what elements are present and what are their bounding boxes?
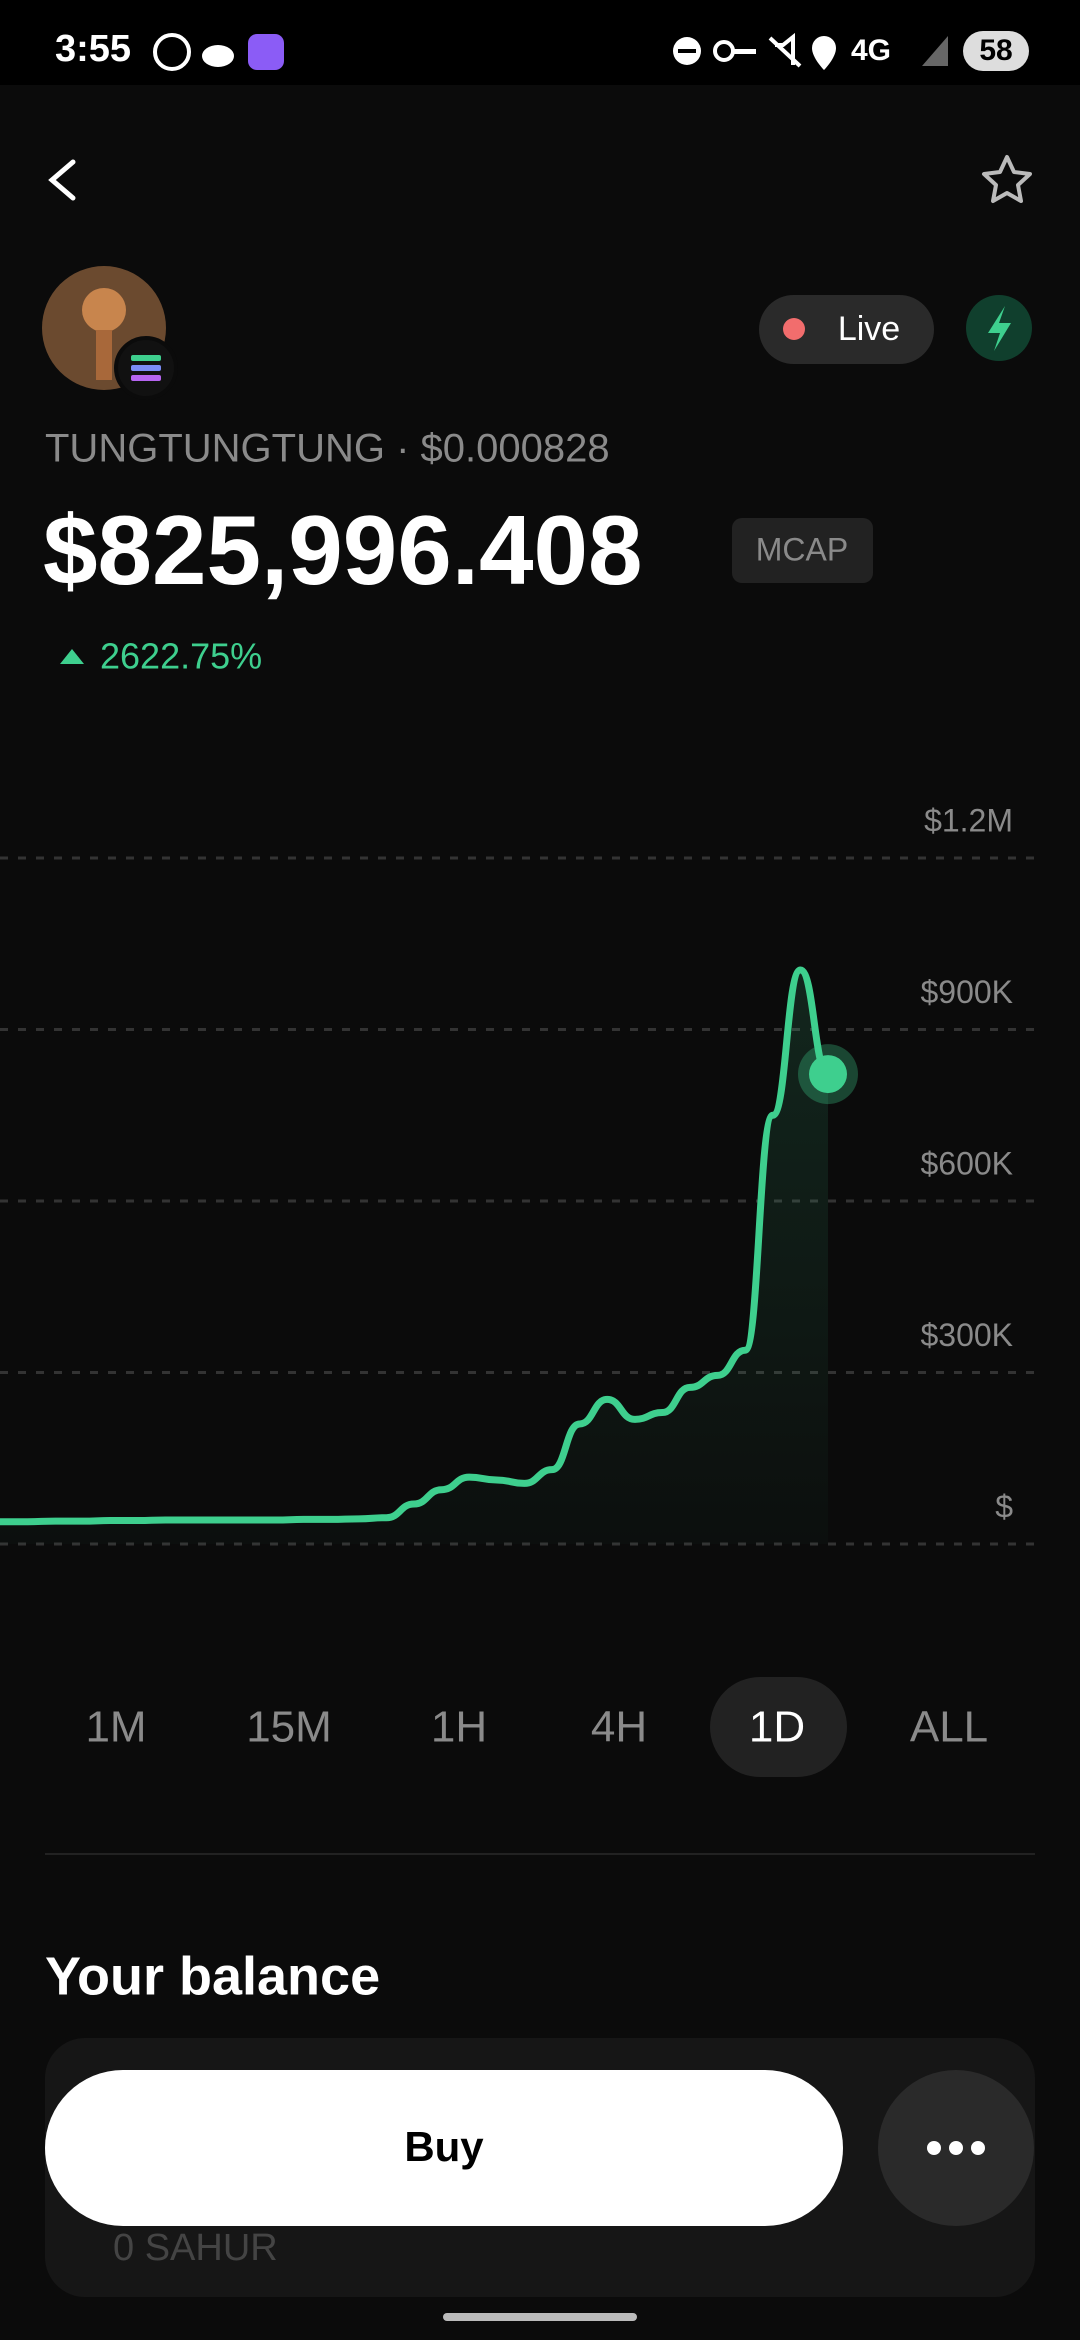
chart: $ $300K $600K $900K $1.2M [0,802,1044,1546]
range-tabs: 1M 15M 1H 4H 1D ALL [85,1677,988,1777]
status-icons: 4G [153,32,948,71]
back-button[interactable] [48,159,76,201]
buy-label: Buy [404,2123,484,2170]
mcap-label: MCAP [756,531,848,567]
battery [963,31,1029,71]
live-badge[interactable] [759,295,934,364]
bolt-icon [988,306,1011,351]
range-tab[interactable]: ALL [910,1703,988,1752]
y-tick-label: $900K [920,974,1013,1010]
balance-title: Your balance [45,1946,380,2006]
y-tick-label: $600K [920,1145,1013,1181]
token-name-price: TUNGTUNGTUNG · $0.000828 [45,427,610,471]
change-percent: 2622.75% [100,636,262,677]
balance-amount: 0 SAHUR [113,2227,278,2269]
range-tab[interactable]: 1H [431,1703,487,1752]
area [0,970,828,1544]
more-icon [927,2141,985,2155]
y-tick-label: $1.2M [924,802,1013,838]
up-arrow [60,649,84,664]
current-point [809,1055,847,1094]
range-tab-active [710,1677,847,1777]
price-line [0,966,830,1526]
y-tick-label: $300K [920,1317,1013,1353]
svg-text:4G: 4G [851,34,891,67]
live-dot [783,318,805,340]
range-tab[interactable]: 1M [85,1703,146,1752]
range-tab[interactable]: 15M [246,1703,332,1752]
live-label: Live [838,310,900,348]
y-tick-label: $ [995,1488,1013,1524]
favorite-button[interactable] [982,155,1032,203]
clock: 3:55 [55,28,131,70]
battery-level: 58 [979,34,1012,67]
home-indicator [443,2313,637,2321]
buy-button[interactable] [45,2070,843,2226]
status-bar [0,0,1080,85]
token-avatar [42,266,178,400]
mcap-badge [732,518,873,583]
range-tab[interactable]: 1D [749,1703,805,1752]
market-cap-value: $825,996.408 [43,495,642,605]
range-tab[interactable]: 4H [591,1703,647,1752]
